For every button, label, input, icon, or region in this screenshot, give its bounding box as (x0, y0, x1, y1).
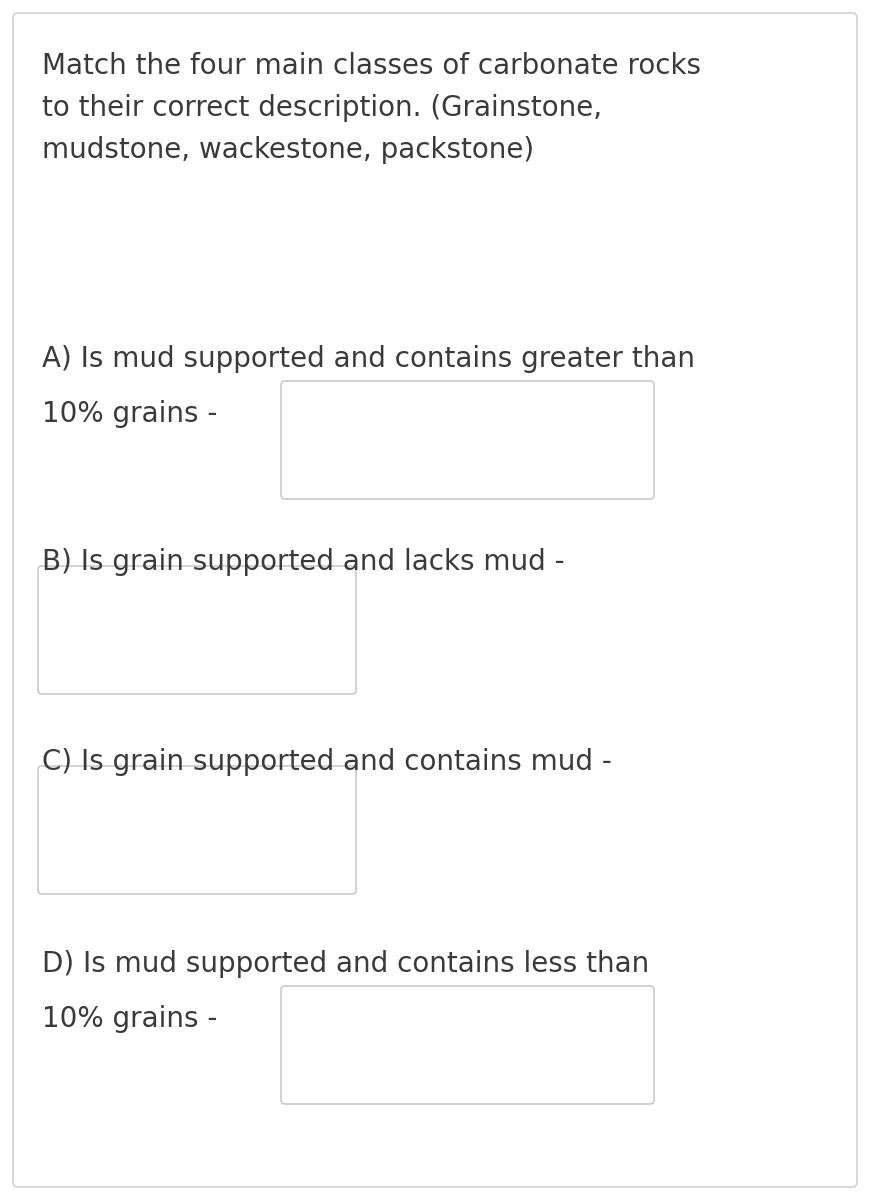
Text: A) Is mud supported and contains greater than: A) Is mud supported and contains greater… (42, 346, 694, 373)
FancyBboxPatch shape (38, 766, 355, 894)
Text: C) Is grain supported and contains mud -: C) Is grain supported and contains mud - (42, 748, 611, 776)
FancyBboxPatch shape (13, 13, 856, 1187)
FancyBboxPatch shape (281, 986, 653, 1104)
FancyBboxPatch shape (38, 566, 355, 694)
Text: to their correct description. (Grainstone,: to their correct description. (Grainston… (42, 94, 601, 122)
Text: 10% grains -: 10% grains - (42, 1006, 217, 1033)
Text: B) Is grain supported and lacks mud -: B) Is grain supported and lacks mud - (42, 548, 564, 576)
Text: 10% grains -: 10% grains - (42, 400, 217, 428)
Text: D) Is mud supported and contains less than: D) Is mud supported and contains less th… (42, 950, 648, 978)
Text: mudstone, wackestone, packstone): mudstone, wackestone, packstone) (42, 136, 534, 164)
Text: Match the four main classes of carbonate rocks: Match the four main classes of carbonate… (42, 52, 700, 80)
FancyBboxPatch shape (281, 382, 653, 499)
